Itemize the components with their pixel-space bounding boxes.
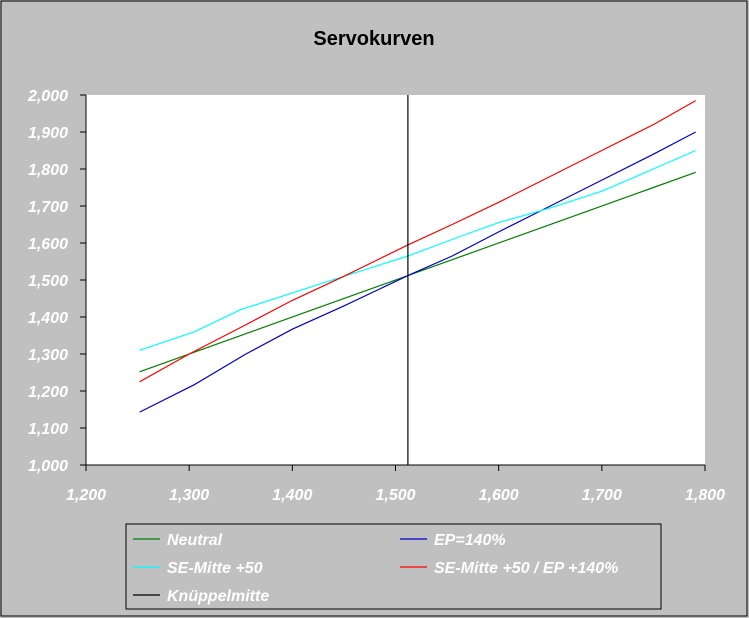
y-tick-label: 1,900 bbox=[28, 125, 68, 142]
x-tick-label: 1,500 bbox=[375, 487, 415, 504]
x-tick-label: 1,600 bbox=[479, 487, 519, 504]
y-tick-label: 2,000 bbox=[27, 88, 68, 105]
y-tick-label: 1,300 bbox=[28, 347, 68, 364]
y-tick-label: 1,500 bbox=[28, 273, 68, 290]
legend-label: Knüppelmitte bbox=[167, 588, 269, 605]
x-tick-label: 1,200 bbox=[66, 487, 106, 504]
x-tick-label: 1,400 bbox=[272, 487, 312, 504]
y-tick-label: 1,100 bbox=[28, 421, 68, 438]
x-tick-label: 1,700 bbox=[582, 487, 622, 504]
x-axis-ticks: 1,200 1,300 1,400 1,500 1,600 1,700 1,800 bbox=[66, 465, 725, 504]
series-line-se-mitte-50-ep-140 bbox=[139, 100, 696, 383]
legend-label: SE-Mitte +50 bbox=[167, 560, 263, 577]
legend-items: Neutral EP=140% SE-Mitte +50 SE-Mitte +50 /… bbox=[133, 532, 618, 605]
series-line-neutral bbox=[139, 171, 696, 373]
legend-label: Neutral bbox=[167, 532, 223, 549]
legend bbox=[125, 523, 662, 610]
series-layer bbox=[139, 95, 696, 465]
y-tick-label: 1,400 bbox=[28, 310, 68, 327]
legend-label: EP=140% bbox=[434, 532, 506, 549]
x-tick-label: 1,800 bbox=[685, 487, 725, 504]
y-axis-ticks: 1,000 1,100 1,200 1,300 1,400 1,500 1,600 1,700… bbox=[27, 88, 86, 475]
series-line-se-mitte-50 bbox=[139, 149, 696, 351]
y-tick-label: 1,000 bbox=[28, 458, 68, 475]
y-tick-label: 1,200 bbox=[28, 384, 68, 401]
legend-label: SE-Mitte +50 / EP +140% bbox=[434, 560, 618, 577]
chart-title: Servokurven bbox=[313, 28, 434, 50]
series-line-ep-140 bbox=[139, 131, 696, 413]
x-tick-label: 1,300 bbox=[169, 487, 209, 504]
y-tick-label: 1,800 bbox=[28, 162, 68, 179]
y-tick-label: 1,600 bbox=[28, 236, 68, 253]
y-tick-label: 1,700 bbox=[28, 199, 68, 216]
